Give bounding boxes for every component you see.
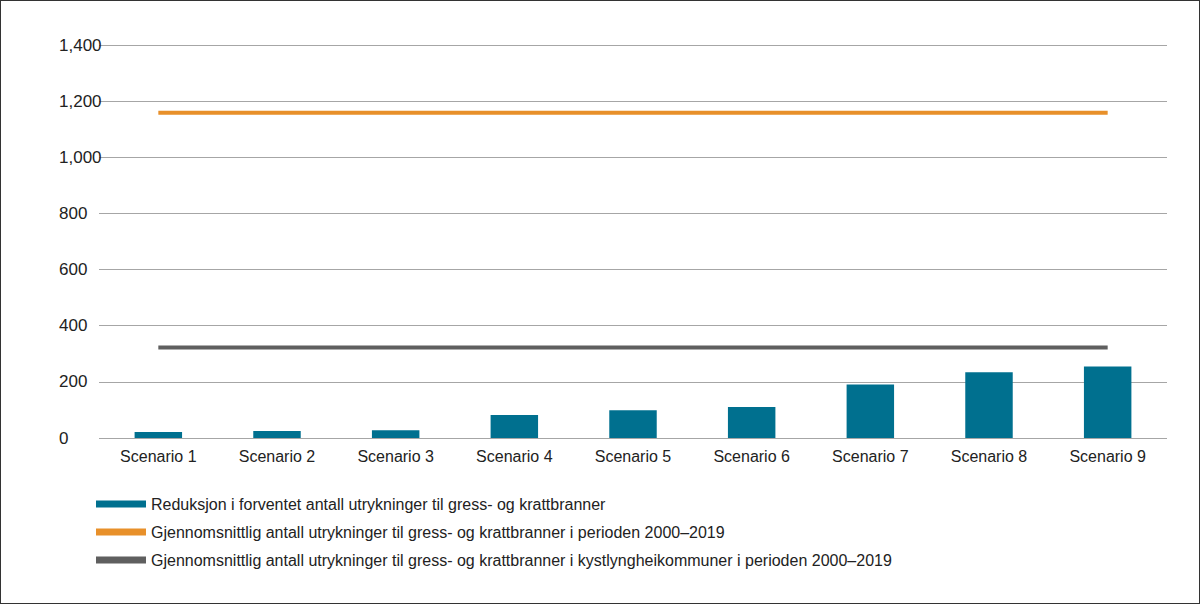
svg-text:400: 400 <box>59 316 87 335</box>
svg-text:0: 0 <box>59 429 68 448</box>
svg-text:1,400: 1,400 <box>59 36 102 55</box>
svg-text:800: 800 <box>59 204 87 223</box>
svg-text:Scenario 2: Scenario 2 <box>239 448 316 465</box>
svg-text:Gjennomsnittlig antall utrykni: Gjennomsnittlig antall utrykninger til g… <box>151 552 892 569</box>
svg-text:200: 200 <box>59 372 87 391</box>
svg-text:Scenario 8: Scenario 8 <box>951 448 1028 465</box>
svg-text:Scenario 1: Scenario 1 <box>120 448 197 465</box>
svg-text:1,200: 1,200 <box>59 92 102 111</box>
svg-text:Scenario 9: Scenario 9 <box>1069 448 1146 465</box>
svg-text:600: 600 <box>59 260 87 279</box>
svg-text:Gjennomsnittlig antall utrykni: Gjennomsnittlig antall utrykninger til g… <box>151 524 725 541</box>
svg-text:Scenario 4: Scenario 4 <box>476 448 553 465</box>
svg-text:Scenario 5: Scenario 5 <box>595 448 672 465</box>
svg-text:Scenario 3: Scenario 3 <box>357 448 434 465</box>
svg-text:Scenario 7: Scenario 7 <box>832 448 909 465</box>
svg-text:1,000: 1,000 <box>59 148 102 167</box>
svg-text:Scenario 6: Scenario 6 <box>713 448 790 465</box>
svg-text:Reduksjon i forventet antall u: Reduksjon i forventet antall utrykninger… <box>151 496 606 513</box>
